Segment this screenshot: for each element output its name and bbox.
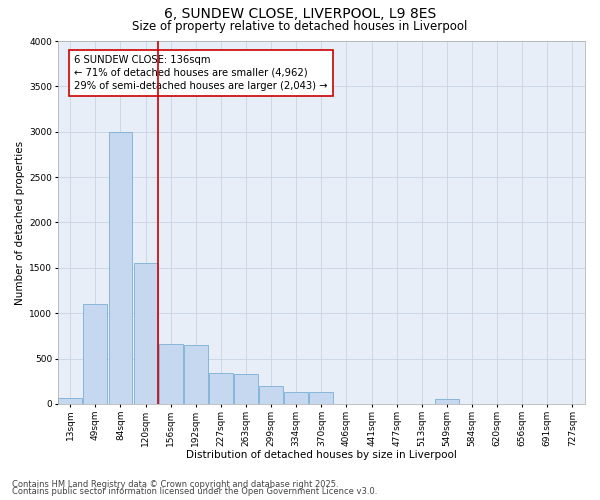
Text: Contains public sector information licensed under the Open Government Licence v3: Contains public sector information licen… — [12, 488, 377, 496]
Bar — [184, 345, 208, 404]
Bar — [259, 386, 283, 404]
Bar — [58, 398, 82, 404]
Y-axis label: Number of detached properties: Number of detached properties — [15, 140, 25, 304]
Bar — [435, 400, 459, 404]
Bar — [83, 304, 107, 404]
Bar — [134, 264, 158, 404]
Bar — [234, 374, 258, 404]
X-axis label: Distribution of detached houses by size in Liverpool: Distribution of detached houses by size … — [186, 450, 457, 460]
Bar — [310, 392, 333, 404]
Text: Contains HM Land Registry data © Crown copyright and database right 2025.: Contains HM Land Registry data © Crown c… — [12, 480, 338, 489]
Bar — [109, 132, 133, 404]
Text: Size of property relative to detached houses in Liverpool: Size of property relative to detached ho… — [133, 20, 467, 33]
Bar — [284, 392, 308, 404]
Bar — [209, 373, 233, 404]
Text: 6 SUNDEW CLOSE: 136sqm
← 71% of detached houses are smaller (4,962)
29% of semi-: 6 SUNDEW CLOSE: 136sqm ← 71% of detached… — [74, 54, 328, 91]
Text: 6, SUNDEW CLOSE, LIVERPOOL, L9 8ES: 6, SUNDEW CLOSE, LIVERPOOL, L9 8ES — [164, 8, 436, 22]
Bar — [159, 344, 182, 404]
